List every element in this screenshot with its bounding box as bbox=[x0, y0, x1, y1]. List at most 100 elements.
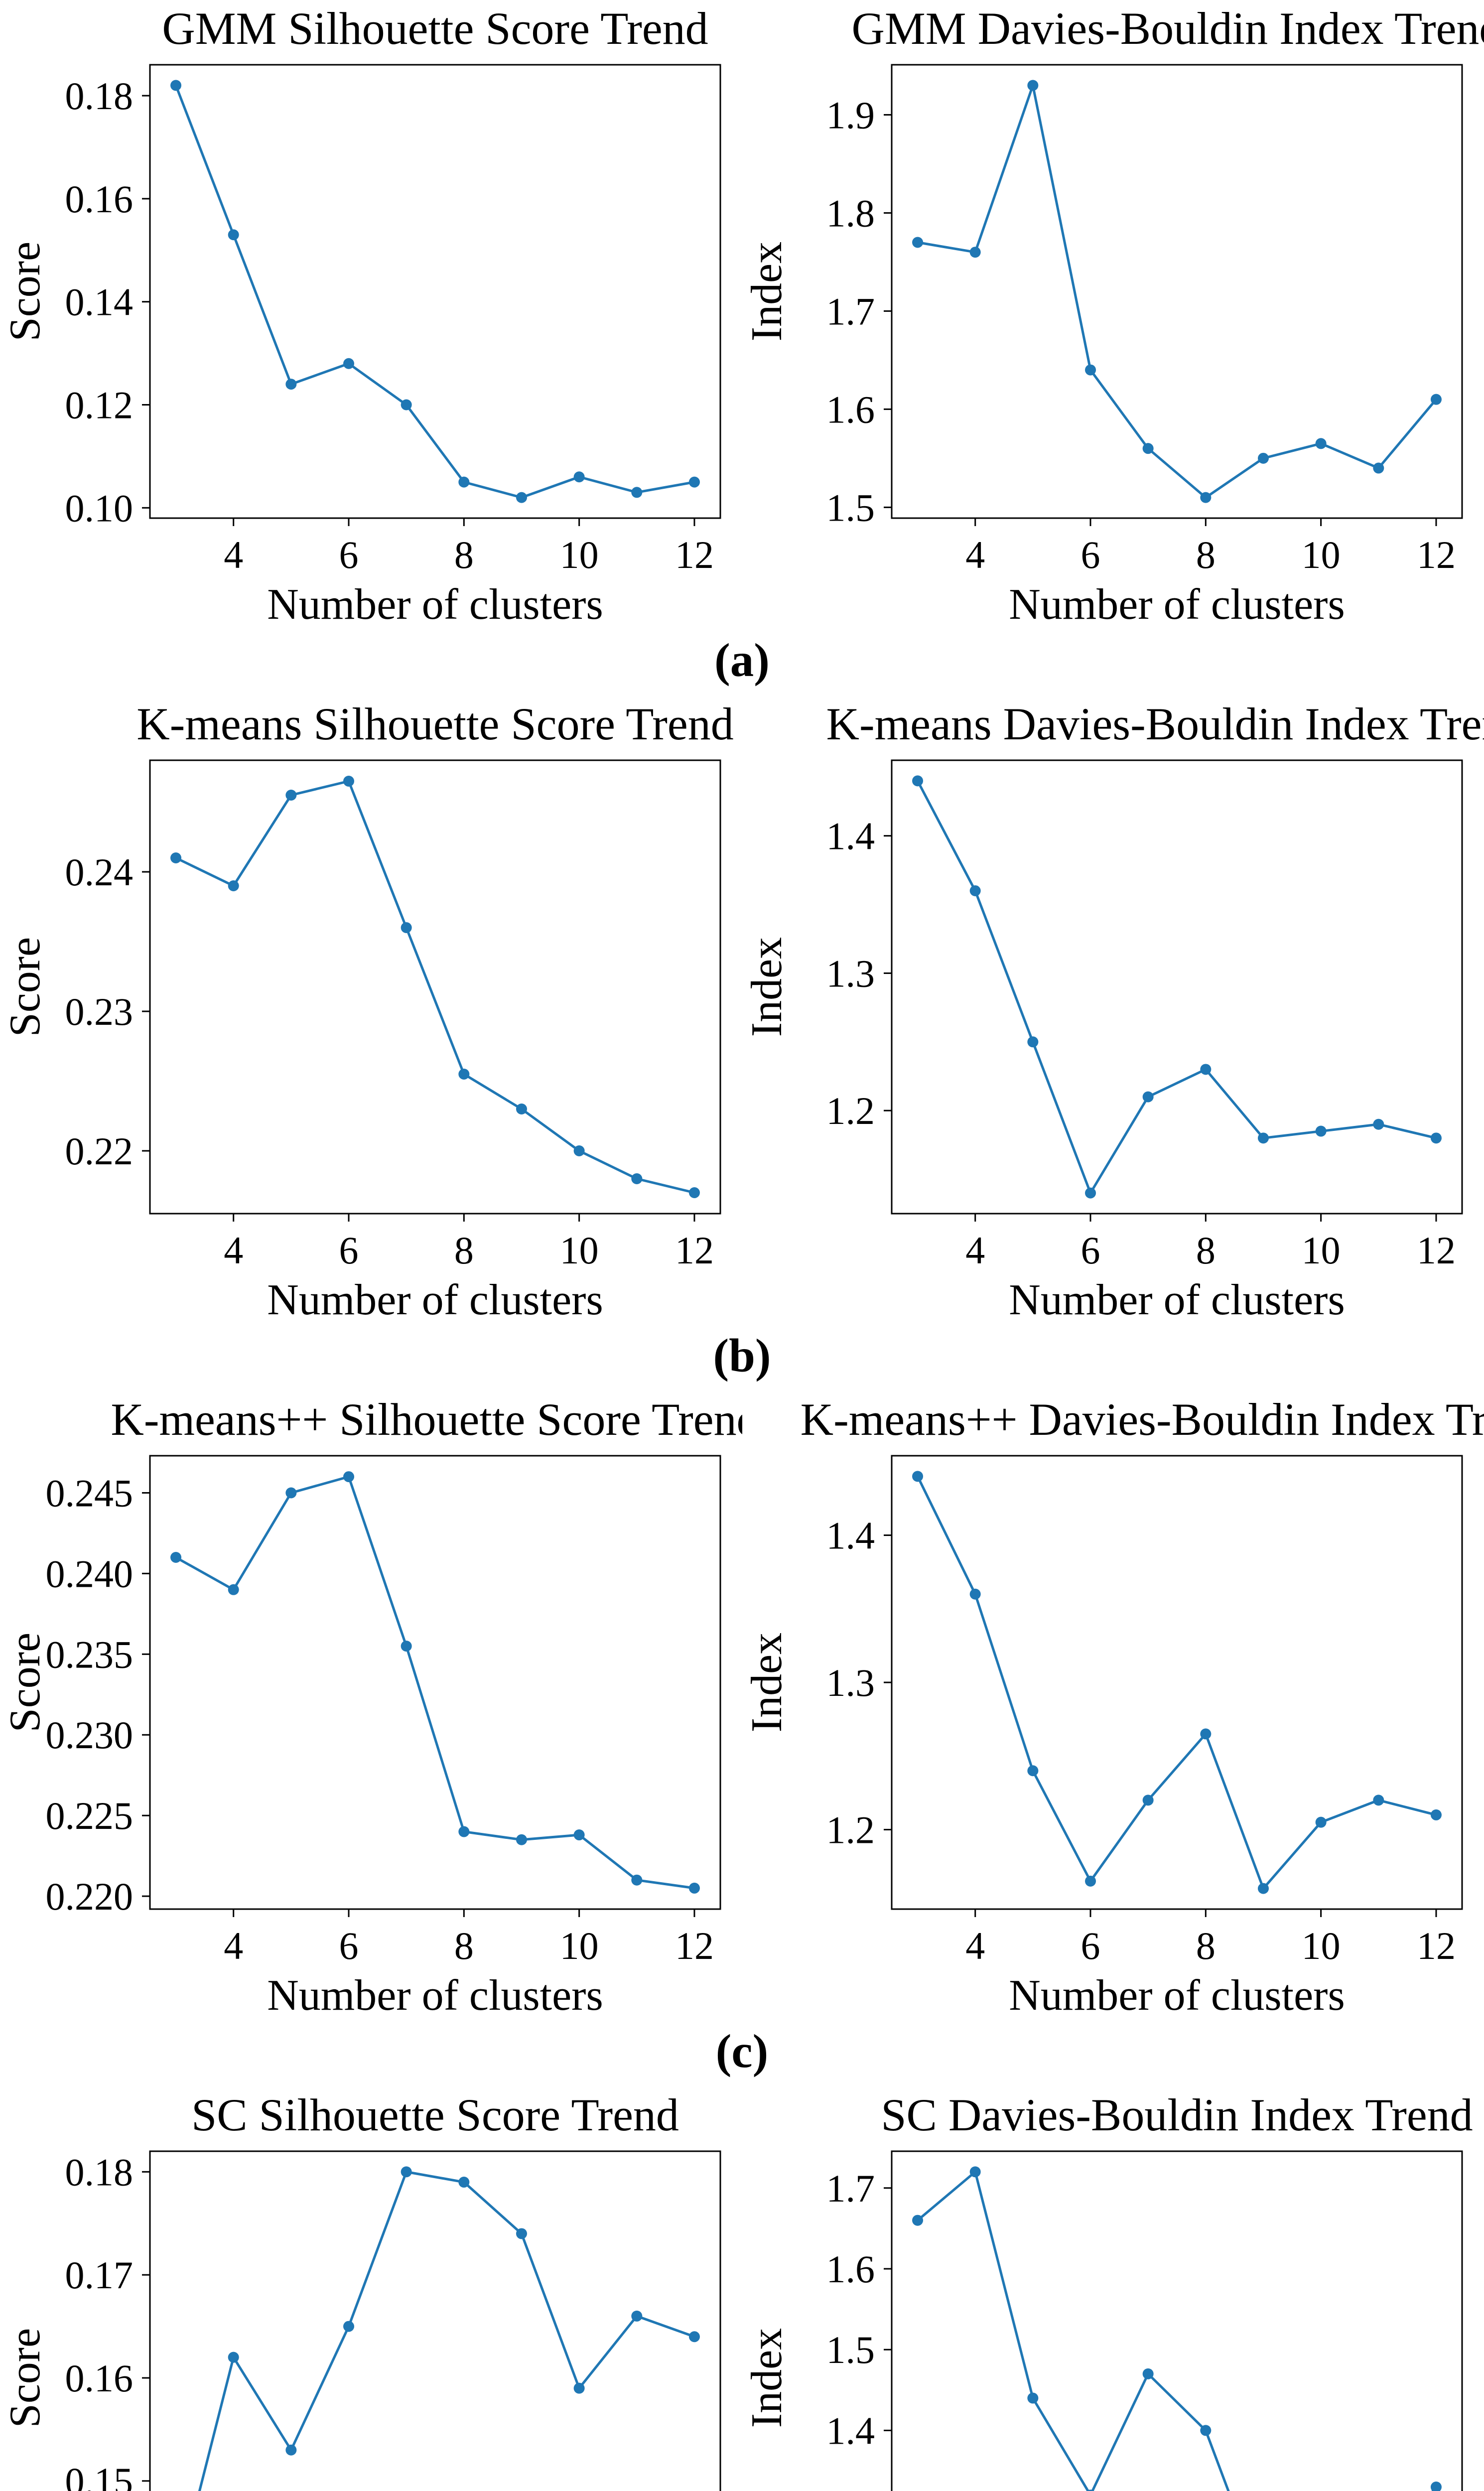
x-tick-label: 12 bbox=[1416, 1229, 1455, 1272]
x-tick-label: 6 bbox=[1080, 533, 1100, 576]
chart-canvas: 4 6 8 10 12 1.2 1.3 1.4 K-means Davies-Bouldin I… bbox=[743, 698, 1484, 1324]
chart-canvas: 4 6 8 10 12 0.220 0.225 0.230 0.235 0.240 0.245 K-m… bbox=[1, 1394, 742, 2020]
y-tick-label: 1.5 bbox=[826, 2328, 875, 2371]
data-point bbox=[1200, 1064, 1211, 1075]
data-point bbox=[1372, 1795, 1384, 1806]
y-axis-label: Score bbox=[1, 242, 49, 341]
data-point bbox=[1084, 1875, 1096, 1887]
data-point bbox=[1315, 438, 1327, 449]
y-tick-label: 1.7 bbox=[826, 2167, 875, 2210]
x-tick-label: 8 bbox=[1196, 1924, 1215, 1967]
y-axis-label: Index bbox=[743, 242, 791, 341]
data-point bbox=[1257, 452, 1269, 464]
data-point bbox=[573, 2382, 585, 2394]
data-line bbox=[174, 85, 694, 499]
chart-canvas: 4 6 8 10 12 0.10 0.12 0.14 0.16 0.18 GMM Silhouett… bbox=[1, 3, 721, 629]
y-tick-label: 1.4 bbox=[826, 1514, 875, 1557]
data-point bbox=[631, 1173, 642, 1184]
figure-row-c: 4 6 8 10 12 0.220 0.225 0.230 0.235 0.240 0.245 K-m… bbox=[0, 1391, 1484, 2086]
data-point bbox=[969, 2166, 981, 2178]
y-axis-label: Index bbox=[743, 2328, 791, 2428]
y-tick-label: 0.225 bbox=[45, 1794, 133, 1837]
figure-row-b: 4 6 8 10 12 0.22 0.23 0.24 K-means Silhouette Sc… bbox=[0, 695, 1484, 1391]
x-axis-label: Number of clusters bbox=[1009, 1971, 1345, 2020]
x-tick-label: 10 bbox=[559, 533, 598, 576]
data-point bbox=[458, 2177, 469, 2188]
data-point bbox=[1315, 1816, 1327, 1828]
x-tick-label: 4 bbox=[224, 1924, 243, 1967]
y-axis-label: Index bbox=[743, 937, 791, 1037]
x-tick-label: 4 bbox=[965, 533, 985, 576]
y-tick-label: 1.7 bbox=[826, 289, 875, 333]
data-point bbox=[343, 1471, 354, 1483]
x-tick-label: 6 bbox=[1080, 1229, 1100, 1272]
data-point bbox=[1430, 394, 1442, 405]
x-tick-label: 6 bbox=[339, 533, 358, 576]
y-tick-label: 0.22 bbox=[65, 1129, 133, 1173]
panel-label-a: (a) bbox=[714, 634, 770, 687]
data-point bbox=[1430, 1132, 1442, 1144]
x-tick-label: 4 bbox=[965, 1229, 985, 1272]
data-point bbox=[1027, 80, 1038, 91]
y-tick-label: 0.15 bbox=[65, 2460, 133, 2491]
data-point bbox=[1027, 2392, 1038, 2404]
chart-panel-kmeans-silhouette: 4 6 8 10 12 0.22 0.23 0.24 K-means Silhouette Sc… bbox=[0, 695, 742, 1328]
data-point bbox=[573, 1829, 585, 1841]
chart-canvas: 4 6 8 10 12 0.22 0.23 0.24 K-means Silhouette Sc… bbox=[1, 698, 734, 1324]
data-line bbox=[916, 1476, 1437, 1890]
chart-title: K-means++ Davies-Bouldin Index Trend bbox=[800, 1394, 1484, 1445]
data-point bbox=[458, 1826, 469, 1837]
data-line bbox=[916, 780, 1437, 1195]
data-point bbox=[458, 1069, 469, 1080]
x-tick-label: 8 bbox=[454, 1229, 473, 1272]
plot-border bbox=[149, 64, 721, 519]
y-tick-label: 0.220 bbox=[45, 1875, 133, 1918]
data-point bbox=[285, 2444, 296, 2456]
data-point bbox=[631, 1874, 642, 1886]
data-point bbox=[1084, 1187, 1096, 1199]
y-tick-label: 1.3 bbox=[826, 952, 875, 995]
data-point bbox=[1200, 1728, 1211, 1740]
data-point bbox=[969, 1588, 981, 1600]
x-tick-label: 4 bbox=[224, 1229, 243, 1272]
data-line bbox=[175, 1475, 694, 1890]
x-tick-label: 8 bbox=[454, 533, 473, 576]
data-point bbox=[912, 1471, 923, 1482]
data-line bbox=[175, 780, 695, 1194]
data-point bbox=[1086, 2490, 1094, 2491]
data-point bbox=[516, 1834, 527, 1845]
data-point bbox=[228, 2352, 239, 2363]
x-tick-label: 6 bbox=[1080, 1924, 1100, 1967]
data-point bbox=[170, 852, 181, 863]
data-point bbox=[343, 2321, 354, 2332]
x-tick-label: 10 bbox=[559, 1229, 598, 1272]
data-point bbox=[1430, 1809, 1442, 1820]
plot-border bbox=[891, 759, 1463, 1215]
chart-pair-a: 4 6 8 10 12 0.10 0.12 0.14 0.16 0.18 GMM Silhouett… bbox=[0, 0, 1484, 633]
x-tick-label: 12 bbox=[675, 533, 713, 576]
x-axis-label: Number of clusters bbox=[267, 580, 603, 629]
x-tick-label: 8 bbox=[1196, 1229, 1215, 1272]
x-tick-label: 10 bbox=[1301, 1229, 1340, 1272]
chart-title: SC Silhouette Score Trend bbox=[191, 2089, 679, 2140]
data-point bbox=[1142, 443, 1154, 454]
y-axis-label: Score bbox=[1, 937, 49, 1037]
y-axis-label: Score bbox=[1, 1633, 49, 1732]
data-point bbox=[688, 2331, 700, 2343]
data-point bbox=[1084, 364, 1096, 376]
data-point bbox=[516, 1104, 527, 1114]
y-tick-label: 1.4 bbox=[826, 815, 875, 858]
data-point bbox=[1027, 1036, 1038, 1048]
y-tick-label: 1.4 bbox=[826, 2409, 875, 2452]
data-point bbox=[170, 80, 181, 91]
data-point bbox=[969, 247, 981, 258]
x-axis-label: Number of clusters bbox=[267, 1276, 603, 1324]
y-tick-label: 0.24 bbox=[65, 850, 133, 894]
y-tick-label: 0.16 bbox=[65, 177, 133, 221]
chart-pair-b: 4 6 8 10 12 0.22 0.23 0.24 K-means Silhouette Sc… bbox=[0, 695, 1484, 1328]
x-tick-label: 4 bbox=[224, 533, 243, 576]
chart-title: K-means Silhouette Score Trend bbox=[136, 698, 733, 749]
